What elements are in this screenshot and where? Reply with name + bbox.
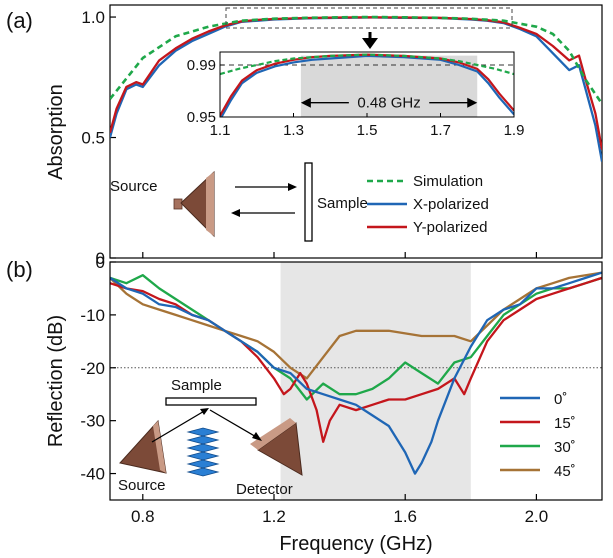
schematic-b: Sample Source Detector bbox=[118, 377, 303, 498]
panel-a: 0 0.5 1.0 Absorption 1.1 1.3 1.5 1.7 1.9 0.95 0.… bbox=[45, 4, 603, 268]
panel-b-label: (b) bbox=[6, 257, 33, 282]
schematic-a-sample-label: Sample bbox=[317, 195, 368, 212]
incident-arrow-a-head bbox=[288, 183, 297, 191]
zoom-arrow-head bbox=[362, 38, 378, 49]
panel-a-ticks: 0 0.5 1.0 bbox=[81, 8, 538, 268]
reflected-arrow-b bbox=[209, 409, 259, 439]
panel-a-ytick-label: 1.0 bbox=[81, 8, 105, 27]
absorber-stack-icon bbox=[186, 427, 220, 477]
panel-b-ytick-label: 0 bbox=[96, 253, 105, 272]
series-0-deg-line bbox=[110, 271, 602, 475]
series-simulation-line bbox=[110, 15, 602, 105]
schematic-a-source-label: Source bbox=[110, 178, 158, 195]
sample-slab-b bbox=[165, 397, 257, 406]
horn-antenna-detector-rim bbox=[250, 418, 296, 450]
legend-a-simulation: Simulation bbox=[413, 173, 483, 190]
inset-series bbox=[220, 53, 514, 117]
bandwidth-arrowhead-left bbox=[300, 97, 311, 108]
schematic-b-detector-label: Detector bbox=[236, 481, 293, 498]
legend-b-entry: 15˚ bbox=[554, 415, 576, 432]
panel-b-frame bbox=[109, 261, 603, 501]
legend-a-x-polarized: X-polarized bbox=[413, 196, 489, 213]
bandwidth-arrowhead-right bbox=[467, 97, 478, 108]
inset-series-line bbox=[220, 54, 514, 117]
panel-a-ytick-label: 0 bbox=[96, 249, 105, 268]
panel-b-xtick-label: 0.8 bbox=[131, 507, 155, 526]
inset-series-line bbox=[220, 53, 514, 76]
panel-a-series bbox=[110, 15, 602, 162]
inset-xtick-label: 1.5 bbox=[357, 122, 378, 139]
absorber-unit-icon bbox=[186, 443, 220, 453]
inset-xtick-label: 1.7 bbox=[430, 122, 451, 139]
panel-b: 0 -10 -20 -30 -40 0.8 1.2 1.6 2.0 Reflection (dB… bbox=[45, 253, 603, 555]
absorber-unit-icon bbox=[186, 435, 220, 445]
panel-b-xtick-label: 1.6 bbox=[393, 507, 417, 526]
panel-b-ticks: 0 -10 -20 -30 -40 0.8 1.2 1.6 2.0 bbox=[80, 253, 548, 526]
panel-a-ytick-label: 0.5 bbox=[81, 129, 105, 148]
inset-ticks: 1.1 1.3 1.5 1.7 1.9 0.95 0.99 bbox=[187, 57, 525, 139]
legend-a: Simulation X-polarized Y-polarized bbox=[367, 173, 489, 236]
panel-b-xtick-label: 1.2 bbox=[262, 507, 286, 526]
legend-b-entry: 0˚ bbox=[554, 391, 567, 408]
panel-b-series bbox=[110, 271, 602, 475]
inset: 1.1 1.3 1.5 1.7 1.9 0.95 0.99 0.48 GHz bbox=[187, 51, 525, 139]
series-3-deg-line bbox=[110, 271, 602, 380]
panel-b-ytick-label: -10 bbox=[80, 306, 105, 325]
horn-antenna-a-rim bbox=[206, 172, 214, 236]
inset-ytick-label: 0.95 bbox=[187, 109, 216, 126]
panel-b-ylabel: Reflection (dB) bbox=[45, 315, 67, 447]
panel-b-ytick-label: -40 bbox=[80, 465, 105, 484]
absorber-unit-icon bbox=[186, 467, 220, 477]
series-y-polarized-line bbox=[110, 16, 602, 150]
inset-bandwidth-label: 0.48 GHz bbox=[357, 95, 420, 112]
inset-xtick-label: 1.9 bbox=[504, 122, 525, 139]
panel-b-xtick-label: 2.0 bbox=[525, 507, 549, 526]
schematic-b-source-label: Source bbox=[118, 477, 166, 494]
source-a-feed bbox=[173, 198, 183, 210]
inset-bandwidth-arrow bbox=[300, 97, 478, 108]
panel-b-xlabel: Frequency (GHz) bbox=[279, 533, 432, 555]
legend-a-y-polarized: Y-polarized bbox=[413, 219, 488, 236]
legend-b-entry: 45˚ bbox=[554, 463, 576, 480]
schematic-b-sample-label: Sample bbox=[171, 377, 222, 394]
legend-b: 0˚ 15˚ 30˚ 45˚ bbox=[500, 391, 576, 480]
legend-b-entry: 30˚ bbox=[554, 439, 576, 456]
panel-b-ytick-label: -20 bbox=[80, 359, 105, 378]
incident-arrow-b bbox=[151, 409, 207, 443]
zoom-region-box bbox=[225, 7, 513, 29]
inset-shaded-band bbox=[300, 55, 478, 117]
absorber-unit-icon bbox=[186, 451, 220, 461]
panel-b-shaded-band bbox=[280, 262, 471, 500]
inset-ytick-label: 0.99 bbox=[187, 57, 216, 74]
inset-xtick-label: 1.3 bbox=[283, 122, 304, 139]
panel-a-ylabel: Absorption bbox=[45, 84, 67, 180]
schematic-a: Source Sample bbox=[110, 162, 368, 242]
incident-arrow-b-head bbox=[200, 408, 209, 415]
panel-a-label: (a) bbox=[6, 8, 33, 33]
absorber-unit-icon bbox=[186, 427, 220, 437]
reflected-arrow-b-head bbox=[252, 432, 262, 441]
absorber-unit-icon bbox=[186, 459, 220, 469]
horn-antenna-source-rim bbox=[153, 421, 166, 473]
panel-b-ytick-label: -30 bbox=[80, 412, 105, 431]
inset-xtick-label: 1.1 bbox=[210, 122, 231, 139]
reflected-arrow-a-head bbox=[231, 209, 240, 217]
sample-slab-a bbox=[304, 162, 313, 242]
